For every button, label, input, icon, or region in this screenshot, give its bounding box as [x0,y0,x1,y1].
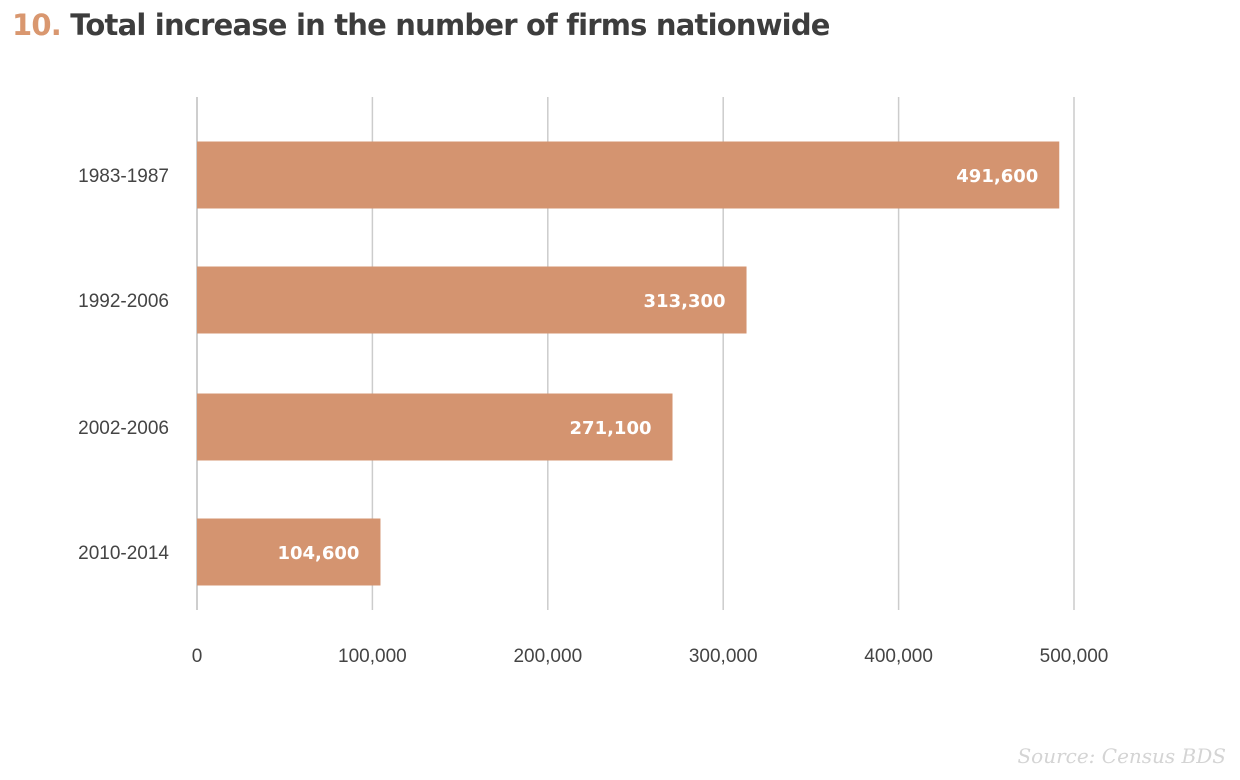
category-labels: 1983-1987 1992-2006 2002-2006 2010-2014 [78,166,169,564]
bar [197,141,1060,209]
data-labels: 491,600 313,300 271,100 104,600 [277,166,1038,564]
category-label: 1983-1987 [78,166,169,187]
source-note: Source: Census BDS [1017,744,1226,768]
x-axis-tick-labels: 0 100,000 200,000 300,000 400,000 500,000 [192,646,1109,667]
bar [197,266,747,334]
bars [197,141,1060,586]
data-label: 271,100 [570,418,652,439]
bar [197,393,673,461]
bar [197,518,381,586]
x-tick-label: 400,000 [864,646,933,667]
x-tick-label: 500,000 [1040,646,1109,667]
category-label: 1992-2006 [78,291,169,312]
chart-title: 10. Total increase in the number of firm… [12,8,830,42]
data-label: 491,600 [956,166,1038,187]
x-tick-label: 200,000 [513,646,582,667]
data-label: 313,300 [644,291,726,312]
x-tick-label: 100,000 [338,646,407,667]
chart-number: 10. [12,8,62,42]
category-label: 2002-2006 [78,418,169,439]
data-label: 104,600 [277,543,359,564]
x-tick-label: 300,000 [689,646,758,667]
x-tick-label: 0 [192,646,203,667]
chart-title-text: Total increase in the number of firms na… [70,8,830,42]
category-label: 2010-2014 [78,543,169,564]
